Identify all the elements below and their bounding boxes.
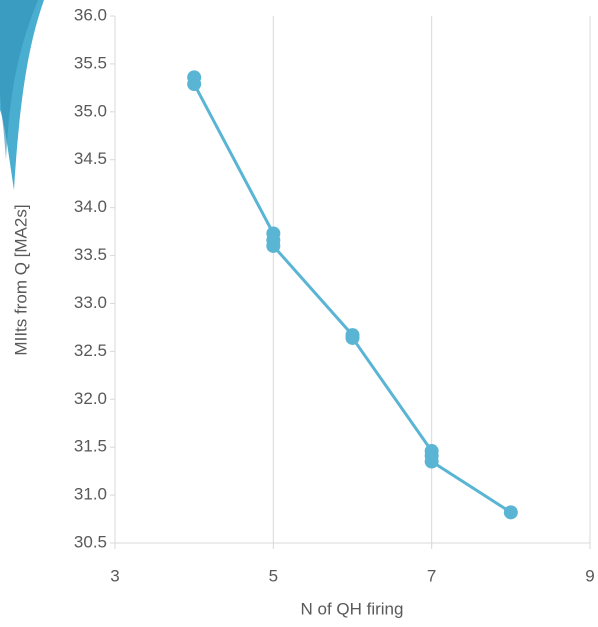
series-line (194, 77, 511, 512)
data-point (425, 455, 439, 469)
data-point (266, 239, 280, 253)
y-tick-label: 35.0 (74, 101, 107, 120)
x-tick-label: 9 (585, 566, 594, 585)
y-axis-label: MIIts from Q [MA2s] (11, 204, 30, 355)
chart: N of QH firing MIIts from Q [MA2s] 30.53… (0, 0, 598, 627)
x-tick-label: 5 (269, 566, 278, 585)
y-tick-label: 32.0 (74, 389, 107, 408)
y-tick-label: 32.5 (74, 341, 107, 360)
y-tick-label: 31.0 (74, 485, 107, 504)
page: N of QH firing MIIts from Q [MA2s] 30.53… (0, 0, 598, 627)
x-tick-label: 7 (427, 566, 436, 585)
y-tick-label: 33.5 (74, 245, 107, 264)
y-tick-label: 33.0 (74, 293, 107, 312)
y-tick-label: 30.5 (74, 532, 107, 551)
data-point (187, 77, 201, 91)
y-tick-label: 31.5 (74, 437, 107, 456)
data-point (504, 505, 518, 519)
data-point (346, 331, 360, 345)
y-tick-label: 34.5 (74, 149, 107, 168)
y-tick-label: 34.0 (74, 197, 107, 216)
x-axis-label: N of QH firing (301, 599, 404, 618)
x-tick-label: 3 (110, 566, 119, 585)
y-tick-label: 36.0 (74, 5, 107, 24)
y-tick-label: 35.5 (74, 53, 107, 72)
